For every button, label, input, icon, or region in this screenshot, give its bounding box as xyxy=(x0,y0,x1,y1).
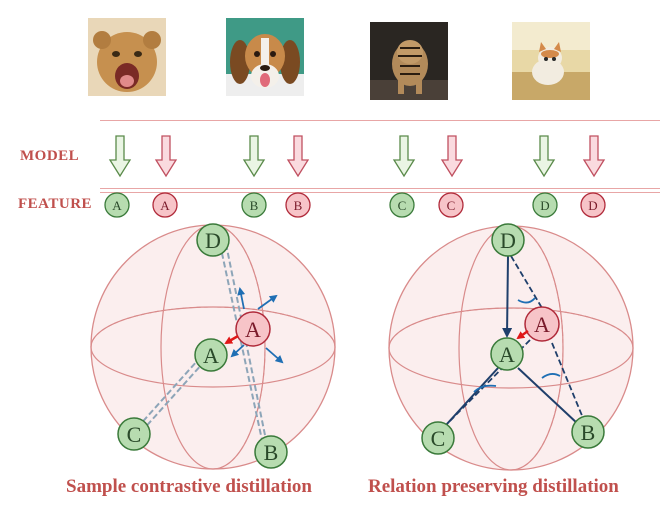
student-model-arrow-B xyxy=(242,135,266,178)
svg-text:C: C xyxy=(447,198,456,213)
student-model-arrow-A xyxy=(108,135,132,178)
teacher-model-arrow-C xyxy=(440,135,464,178)
left-node-D: D xyxy=(196,223,230,257)
left-node-B: B xyxy=(254,435,288,469)
svg-text:C: C xyxy=(398,198,407,213)
right-caption: Relation preserving distillation xyxy=(368,476,619,497)
student-model-arrow-D xyxy=(532,135,556,178)
right-distill-arrow xyxy=(516,329,529,340)
right-solid-relations xyxy=(445,255,579,426)
feature-student-B: B xyxy=(241,192,267,218)
teacher-model-arrow-B xyxy=(286,135,310,178)
model-arrows xyxy=(108,135,606,178)
left-caption: Sample contrastive distillation xyxy=(66,476,312,497)
feature-student-C: C xyxy=(389,192,415,218)
divider-middle-2 xyxy=(100,192,660,193)
model-row-label: MODEL xyxy=(20,148,80,164)
feature-teacher-C: C xyxy=(438,192,464,218)
student-model-arrow-C xyxy=(392,135,416,178)
right-sphere: D A A C B xyxy=(388,223,634,471)
kitten-photo xyxy=(512,22,590,100)
svg-text:A: A xyxy=(499,342,515,367)
feature-teacher-A: A xyxy=(152,192,178,218)
feature-row-label: FEATURE xyxy=(18,196,93,212)
feature-teacher-B: B xyxy=(285,192,311,218)
left-node-A-teacher: A xyxy=(235,311,271,347)
left-node-C: C xyxy=(117,417,151,451)
svg-text:D: D xyxy=(588,198,597,213)
svg-text:A: A xyxy=(160,198,170,213)
svg-text:A: A xyxy=(534,312,550,337)
right-node-C: C xyxy=(421,421,455,455)
svg-text:A: A xyxy=(203,343,219,368)
right-node-A-teacher: A xyxy=(524,306,560,342)
divider-top xyxy=(100,120,660,121)
svg-text:D: D xyxy=(205,228,221,253)
svg-text:D: D xyxy=(500,228,516,253)
svg-text:D: D xyxy=(540,198,549,213)
tiger-cub-photo xyxy=(370,22,448,100)
beagle-puppy-photo xyxy=(226,18,304,96)
svg-text:A: A xyxy=(112,198,122,213)
divider-middle xyxy=(100,188,660,189)
svg-text:B: B xyxy=(294,198,303,213)
svg-text:B: B xyxy=(250,198,259,213)
svg-text:B: B xyxy=(264,440,279,465)
left-distill-arrow xyxy=(224,334,239,345)
svg-text:A: A xyxy=(245,317,261,342)
feature-student-D: D xyxy=(532,192,558,218)
feature-teacher-D: D xyxy=(580,192,606,218)
feature-row: A A B B C C D D xyxy=(104,192,606,218)
right-node-B: B xyxy=(571,415,605,449)
left-node-A-student: A xyxy=(194,338,228,372)
left-blue-arrows xyxy=(230,287,284,364)
feature-student-A: A xyxy=(104,192,130,218)
left-sphere: D A A C B xyxy=(90,223,336,470)
svg-text:C: C xyxy=(127,422,142,447)
right-angle-arcs xyxy=(473,297,561,393)
lion-cub-photo xyxy=(88,18,166,96)
right-node-D: D xyxy=(491,223,525,257)
svg-text:B: B xyxy=(581,420,596,445)
svg-text:C: C xyxy=(431,426,446,451)
right-node-A-student: A xyxy=(490,337,524,371)
teacher-model-arrow-A xyxy=(154,135,178,178)
teacher-model-arrow-D xyxy=(582,135,606,178)
